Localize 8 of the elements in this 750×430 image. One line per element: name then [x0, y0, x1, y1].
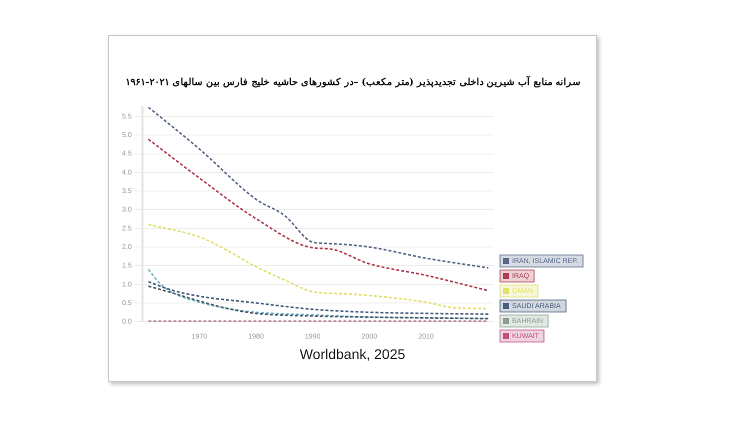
line-series — [148, 224, 490, 310]
line-series — [148, 107, 490, 269]
line-series — [148, 138, 490, 292]
line-series — [148, 280, 490, 315]
chart-title: سرانه منابع آب شیرین داخلی تجدیدپذیر (متر مکعب) –در کشورهای حاشیه خلیج فارس بین سالهای ۲۰۲۱-۱۹۶۱ — [124, 76, 582, 88]
line-series — [148, 285, 490, 320]
line-series — [148, 268, 490, 320]
text: Worldbank, 2025 — [298, 346, 406, 362]
